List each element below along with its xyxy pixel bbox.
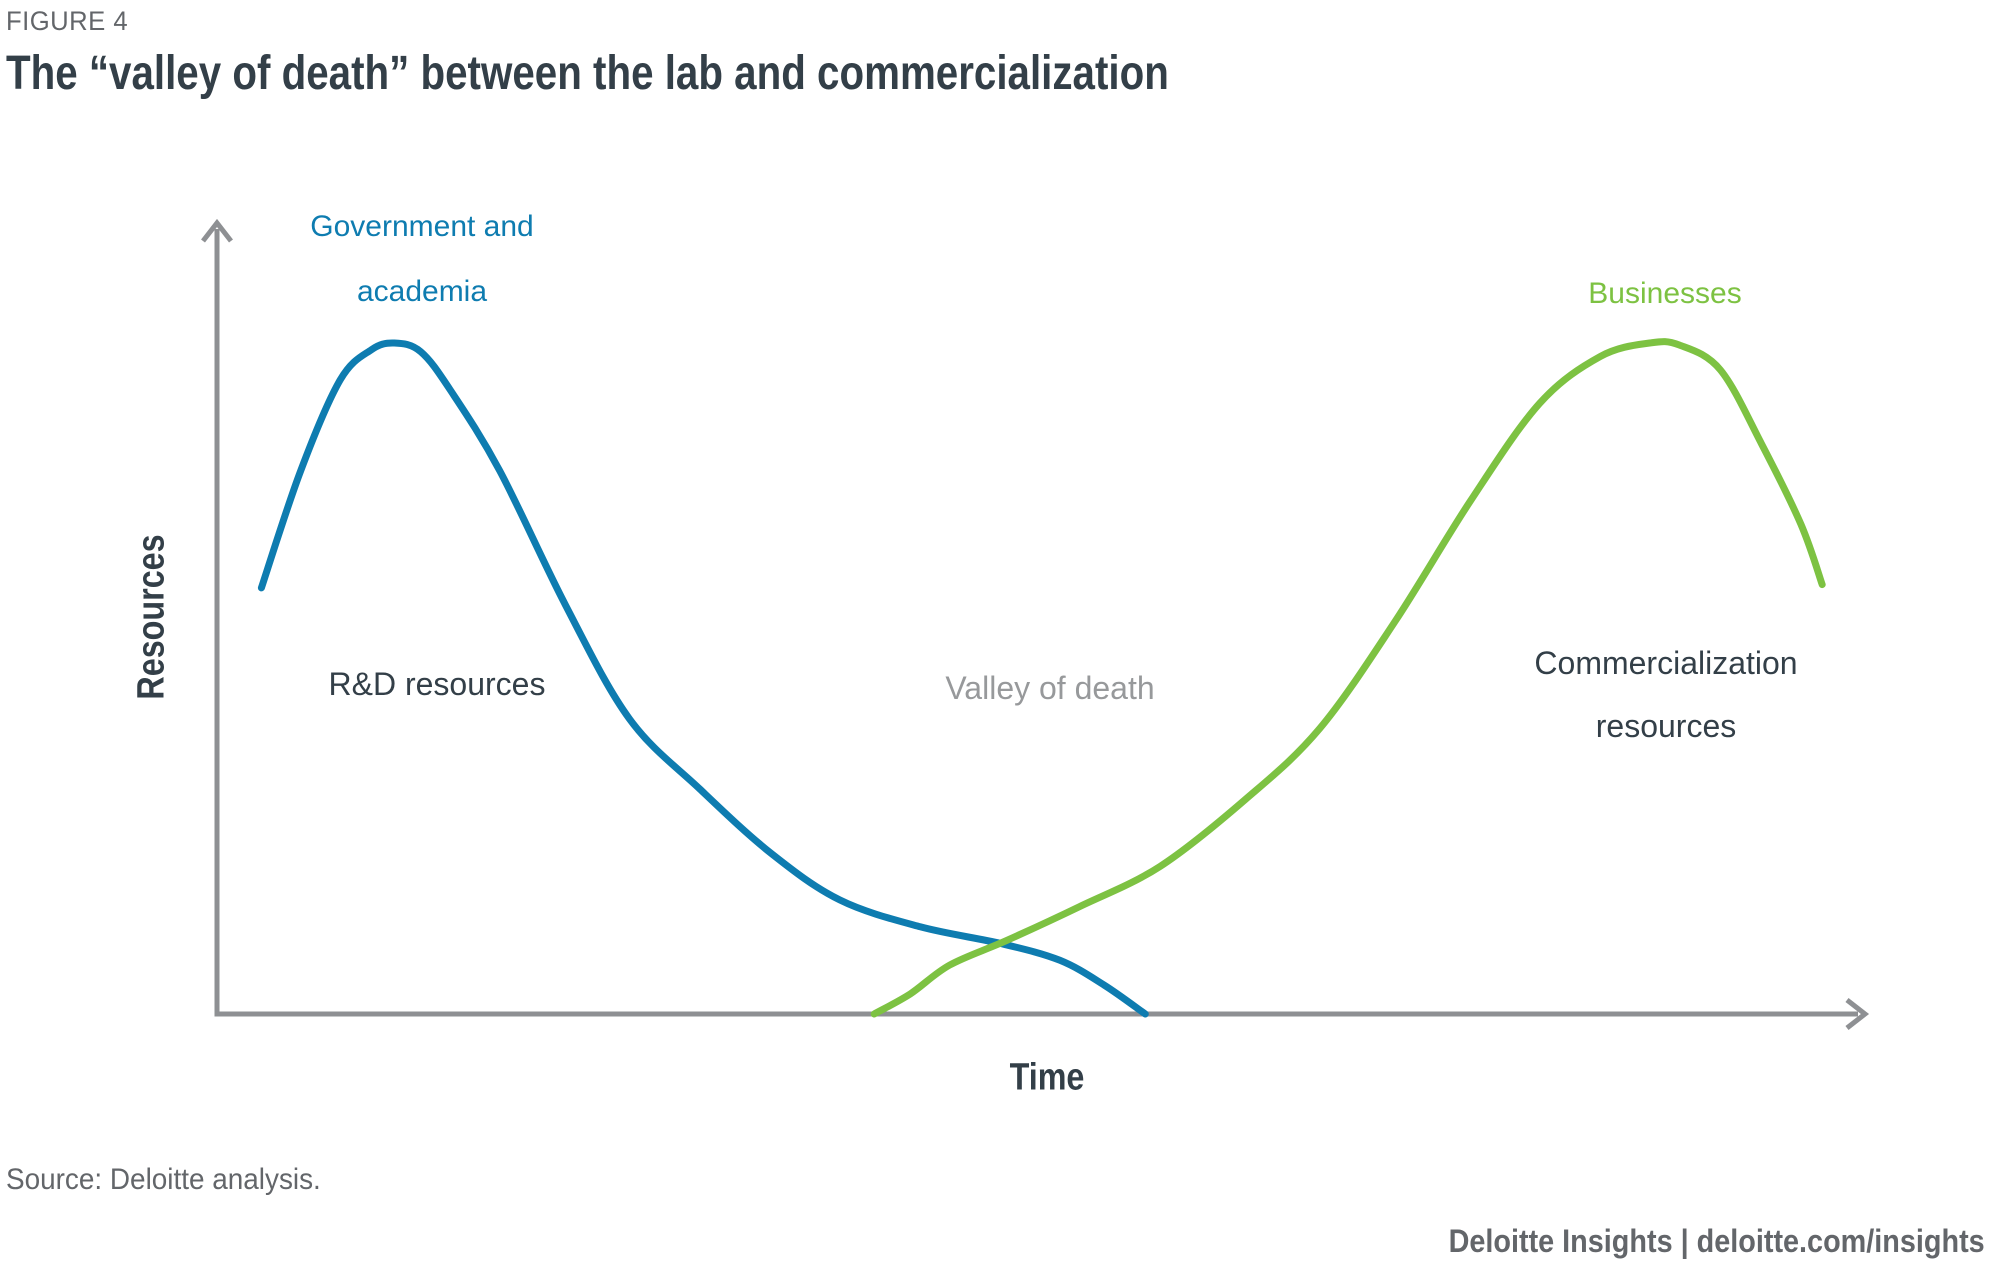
- branding-footer: Deloitte Insights | deloitte.com/insight…: [1448, 1223, 1985, 1259]
- gov-academia-curve-label-line2: academia: [356, 275, 488, 308]
- figure-label: FIGURE 4: [6, 6, 129, 36]
- valley-of-death-annotation: Valley of death: [945, 670, 1155, 706]
- x-axis-arrow-icon: [1845, 998, 1870, 1030]
- gov-academia-curve-label-line1: Government and: [310, 210, 534, 243]
- commercialization-annotation: Commercialization resources: [1466, 632, 1866, 758]
- axes: [201, 218, 1870, 1030]
- businesses-curve-label: Businesses: [1588, 277, 1742, 310]
- y-axis-arrow-icon: [201, 218, 233, 243]
- x-axis-title: Time: [1009, 1056, 1085, 1099]
- gov-academia-curve-label: Government and academia: [247, 194, 597, 324]
- rnd-resources-annotation: R&D resources: [328, 666, 546, 702]
- commercialization-annotation-line1: Commercialization: [1534, 645, 1798, 681]
- y-axis-title: Resources: [130, 534, 173, 700]
- commercialization-annotation-line2: resources: [1595, 708, 1737, 744]
- page-title: The “valley of death” between the lab an…: [6, 47, 1169, 100]
- source-note: Source: Deloitte analysis.: [6, 1163, 321, 1196]
